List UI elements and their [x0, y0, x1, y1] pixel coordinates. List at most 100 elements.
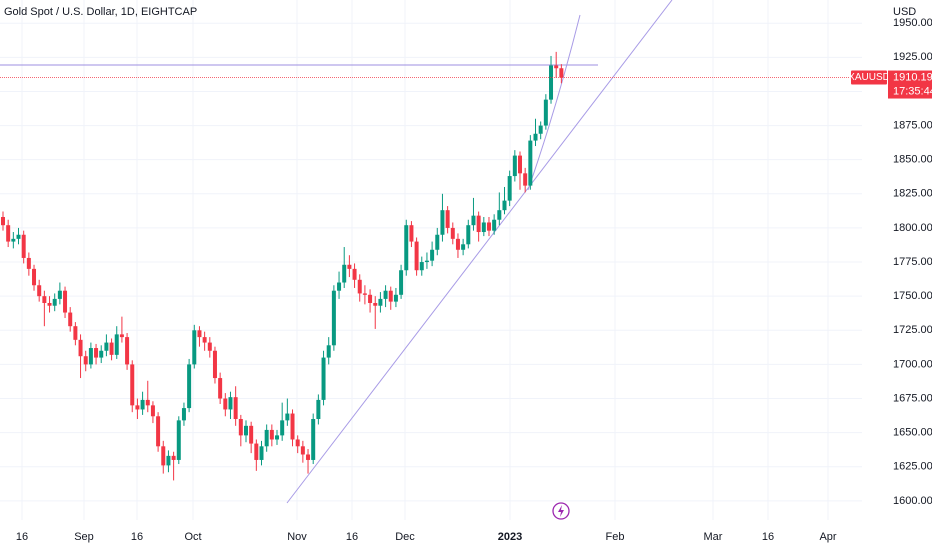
candle-body: [311, 419, 316, 460]
candle-body: [83, 356, 88, 365]
candle-body: [42, 296, 47, 303]
candle-body: [94, 348, 99, 358]
countdown-label: 17:35:44: [893, 85, 932, 97]
candle-body: [78, 339, 83, 357]
candle-body: [383, 290, 388, 299]
candle-body: [6, 225, 11, 242]
y-tick-label: 1850.00: [893, 154, 932, 166]
x-tick-label: Nov: [287, 531, 307, 543]
candle-body: [218, 378, 223, 399]
y-axis: 1600.00 1625.00 1650.00 1675.00 1700.00 1725.…: [893, 17, 932, 507]
candle-body: [32, 268, 37, 286]
y-tick-label: 1775.00: [893, 256, 932, 268]
candle-body: [37, 285, 42, 297]
candle-body: [492, 219, 497, 231]
candle-body: [481, 222, 486, 233]
candle-body: [259, 446, 264, 460]
y-tick-label: 1950.00: [893, 17, 932, 29]
y-tick-label: 1675.00: [893, 392, 932, 404]
candle-body: [119, 334, 124, 338]
x-tick-label: Apr: [819, 531, 836, 543]
candle-body: [243, 425, 248, 436]
x-tick-label: Oct: [184, 531, 201, 543]
candle-body: [455, 238, 460, 250]
candle-body: [368, 294, 373, 303]
candle-body: [228, 397, 233, 410]
chart-title: Gold Spot / U.S. Dollar, 1D, EIGHTCAP: [4, 6, 197, 18]
candle-body: [378, 298, 383, 306]
candle-body: [549, 65, 554, 100]
candle-body: [290, 413, 295, 440]
x-tick-label: 16: [16, 531, 28, 543]
candle-body: [109, 342, 114, 355]
candle-body: [197, 330, 202, 338]
candle-body: [269, 429, 274, 440]
candle-body: [486, 222, 491, 231]
candle-body: [321, 357, 326, 400]
candle-body: [512, 155, 517, 177]
candle-body: [306, 454, 311, 460]
candle-body: [212, 350, 217, 379]
candle-body: [47, 302, 52, 306]
candle-body: [192, 330, 197, 365]
candle-body: [150, 405, 155, 417]
candle-body: [445, 210, 450, 228]
y-tick-label: 1750.00: [893, 290, 932, 302]
candle-body: [440, 210, 445, 235]
candles: [1, 51, 564, 481]
candle-body: [331, 290, 336, 346]
candle-body: [300, 446, 305, 455]
x-tick-label: 16: [346, 531, 358, 543]
candle-body: [202, 337, 207, 343]
symbol-label: XAUUSD: [848, 72, 890, 83]
y-tick-label: 1800.00: [893, 222, 932, 234]
candle-body: [528, 140, 533, 186]
candle-body: [352, 268, 357, 280]
y-tick-label: 1650.00: [893, 427, 932, 439]
price-label: 1910.19: [893, 71, 932, 83]
candle-body: [543, 99, 548, 126]
trend-curve: [527, 14, 581, 191]
candle-body: [523, 173, 528, 186]
candle-body: [125, 337, 130, 365]
candle-body: [130, 364, 135, 406]
y-tick-label: 1725.00: [893, 324, 932, 336]
candle-body: [166, 455, 171, 466]
candle-body: [450, 227, 455, 239]
candle-body: [414, 241, 419, 271]
y-tick-label: 1600.00: [893, 495, 932, 507]
candle-body: [518, 155, 522, 174]
candle-body: [507, 176, 512, 201]
candle-body: [176, 420, 181, 460]
y-tick-label: 1700.00: [893, 358, 932, 370]
candle-body: [181, 408, 186, 421]
candle-body: [26, 257, 31, 269]
candle-body: [68, 312, 73, 327]
candle-body: [280, 420, 285, 436]
candle-body: [362, 293, 367, 295]
candle-body: [461, 244, 466, 250]
candle-body: [140, 399, 145, 410]
x-tick-label: Feb: [606, 531, 625, 543]
candle-body: [424, 260, 429, 263]
x-tick-label: 16: [131, 531, 143, 543]
candle-body: [135, 405, 140, 410]
y-tick-label: 1625.00: [893, 461, 932, 473]
candle-body: [388, 290, 393, 302]
candle-body: [409, 225, 414, 242]
candle-body: [404, 225, 409, 271]
candle-body: [471, 215, 476, 226]
candle-body: [342, 264, 347, 283]
x-axis: 16 Sep 16 Oct Nov 16 Dec 2023 Feb Mar 16 Apr: [16, 531, 837, 543]
candle-body: [238, 419, 243, 436]
candle-body: [207, 342, 212, 351]
candle-body: [502, 200, 507, 211]
candle-body: [249, 425, 254, 444]
candle-body: [497, 210, 502, 220]
x-tick-label: 2023: [498, 531, 522, 543]
candle-body: [533, 133, 538, 141]
x-tick-label: 16: [762, 531, 774, 543]
candle-body: [16, 234, 21, 239]
